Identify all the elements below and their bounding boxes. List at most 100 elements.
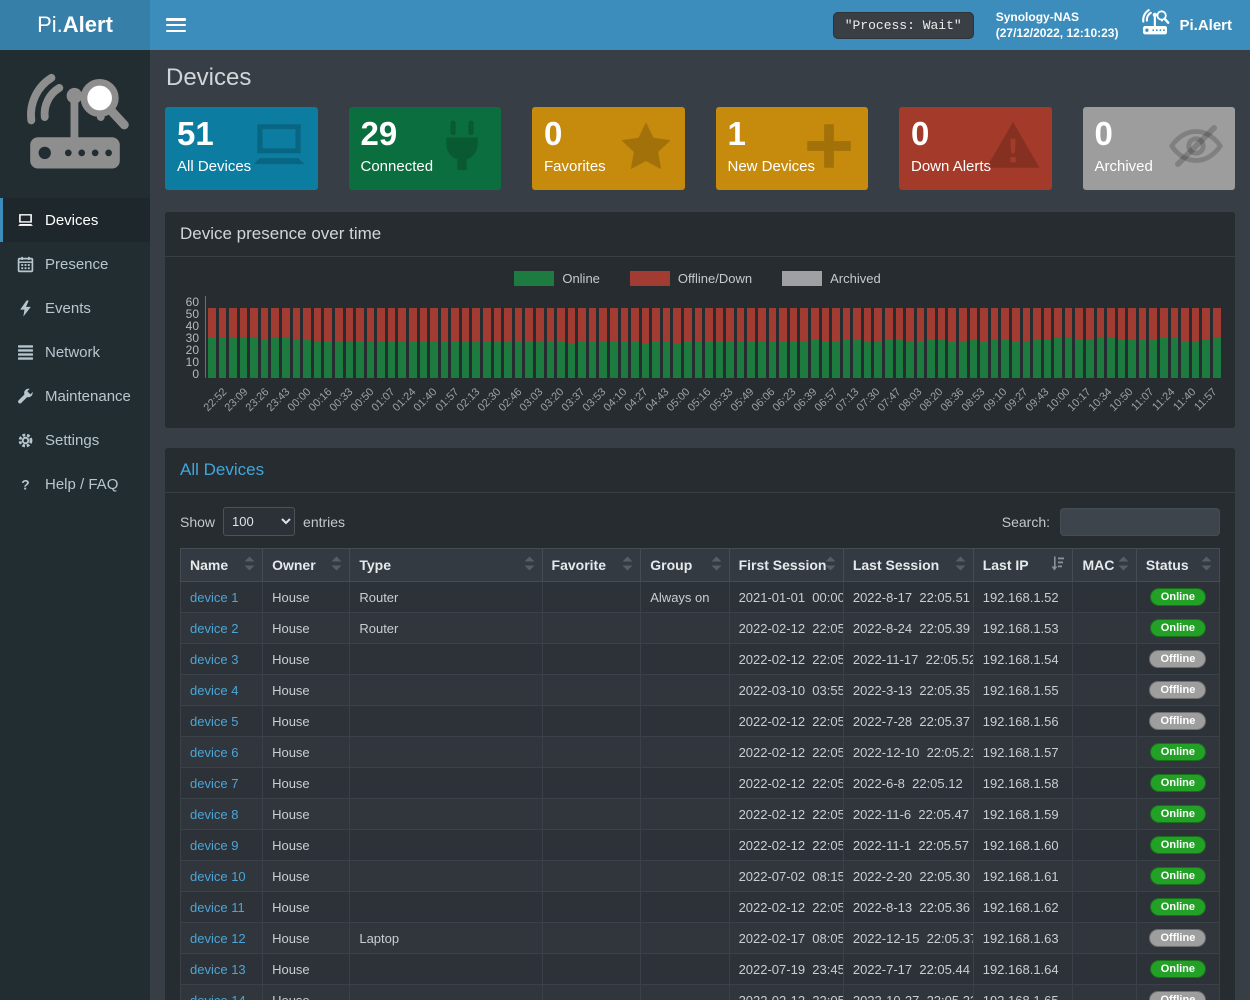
sort-icon	[955, 556, 966, 574]
cell-last-ip: 192.168.1.64	[972, 953, 1074, 985]
stacked-bar	[1001, 308, 1009, 378]
column-header-last-session[interactable]: Last Session	[842, 548, 974, 582]
column-header-type[interactable]: Type	[349, 548, 543, 582]
device-link[interactable]: device 1	[190, 589, 239, 605]
column-header-first-session[interactable]: First Session	[728, 548, 844, 582]
stacked-bar	[345, 308, 354, 378]
cell-last-ip: 192.168.1.59	[972, 798, 1074, 830]
sidebar-item-presence[interactable]: Presence	[0, 242, 150, 286]
sidebar-item-maintenance[interactable]: Maintenance	[0, 374, 150, 418]
cell-owner: House	[262, 891, 351, 923]
column-header-last-ip[interactable]: Last IP	[972, 548, 1074, 582]
stacked-bar	[1064, 308, 1073, 378]
cell-group	[640, 767, 730, 799]
column-label: Status	[1145, 557, 1189, 573]
device-link[interactable]: device 4	[190, 682, 239, 698]
cell-first-session: 2022-02-12 22:05	[728, 643, 844, 675]
status-badge: Online	[1149, 619, 1207, 637]
sidebar-item-help-faq[interactable]: ? Help / FAQ	[0, 462, 150, 506]
column-label: Favorite	[551, 557, 607, 573]
stacked-bar	[483, 308, 491, 378]
device-link[interactable]: device 7	[190, 775, 239, 791]
stacked-bar	[673, 308, 682, 378]
card-connected[interactable]: 29 Connected	[348, 107, 501, 190]
column-label: Last IP	[982, 557, 1029, 573]
stacked-bar	[419, 308, 428, 378]
cell-favorite	[541, 767, 642, 799]
stacked-bar	[927, 308, 935, 378]
table-row: device 1 House Router Always on 2021-01-01 0…	[179, 581, 1221, 613]
cell-last-session: 2022-11-17 22:05.52	[842, 643, 974, 675]
laptop-icon	[250, 117, 308, 175]
app-logo[interactable]: Pi. Alert	[0, 0, 150, 50]
table-row: device 2 House Router 2022-02-12 22:05 2022-…	[179, 612, 1221, 644]
search-input[interactable]	[1060, 507, 1220, 536]
sort-icon	[711, 556, 722, 574]
column-header-favorite[interactable]: Favorite	[541, 548, 642, 582]
device-link[interactable]: device 5	[190, 713, 239, 729]
main-content: Devices 51 All Devices 29 Connected 0 Favorit…	[150, 50, 1250, 1000]
nav-brand[interactable]: Pi.Alert	[1140, 8, 1232, 42]
device-link[interactable]: device 14	[190, 992, 246, 1000]
card-new-devices[interactable]: 1 New Devices	[715, 107, 868, 190]
table-row: device 4 House 2022-03-10 03:55 2022-3-13 2…	[179, 674, 1221, 706]
card-value: 29	[360, 115, 398, 152]
device-link[interactable]: device 6	[190, 744, 239, 760]
device-link[interactable]: device 12	[190, 930, 246, 946]
column-header-name[interactable]: Name	[179, 548, 264, 582]
cell-owner: House	[262, 705, 351, 737]
sort-active-icon	[1051, 556, 1065, 574]
sidebar-item-network[interactable]: Network	[0, 330, 150, 374]
column-header-status[interactable]: Status	[1135, 548, 1221, 582]
column-header-mac[interactable]: MAC	[1072, 548, 1137, 582]
card-archived[interactable]: 0 Archived	[1082, 107, 1235, 190]
stacked-bar	[1160, 308, 1168, 378]
cell-group	[640, 829, 730, 861]
cell-last-ip: 192.168.1.61	[972, 860, 1074, 892]
cell-first-session: 2022-02-12 22:05	[728, 767, 844, 799]
device-link[interactable]: device 10	[190, 868, 246, 884]
device-link[interactable]: device 8	[190, 806, 239, 822]
stacked-bar	[1085, 308, 1094, 378]
cell-favorite	[541, 736, 642, 768]
chart-y-axis: 60 50 40 30 20 10 0	[175, 296, 205, 380]
stacked-bar	[652, 308, 660, 378]
cell-mac	[1072, 643, 1137, 675]
device-link[interactable]: device 9	[190, 837, 239, 853]
stacked-bar	[1107, 308, 1115, 378]
sort-icon	[1118, 556, 1129, 574]
device-link[interactable]: device 3	[190, 651, 239, 667]
stacked-bar	[874, 308, 882, 378]
card-all-devices[interactable]: 51 All Devices	[165, 107, 318, 190]
sidebar-toggle-icon[interactable]	[166, 18, 186, 32]
stacked-bar	[567, 308, 576, 378]
card-down-alerts[interactable]: 0 Down Alerts	[899, 107, 1052, 190]
table-row: device 12 House Laptop 2022-02-17 08:05 2022…	[179, 922, 1221, 954]
sidebar-item-devices[interactable]: Devices	[0, 198, 150, 242]
cell-type: Router	[349, 612, 543, 644]
column-header-owner[interactable]: Owner	[262, 548, 351, 582]
status-badge: Online	[1149, 805, 1207, 823]
device-link[interactable]: device 2	[190, 620, 239, 636]
cell-name: device 6	[179, 736, 264, 768]
table-row: device 5 House 2022-02-12 22:05 2022-7-28 2…	[179, 705, 1221, 737]
entries-select[interactable]: 100	[223, 507, 296, 536]
cell-first-session: 2022-02-12 22:05	[728, 736, 844, 768]
device-link[interactable]: device 11	[190, 899, 245, 915]
column-header-group[interactable]: Group	[640, 548, 730, 582]
cell-favorite	[541, 953, 642, 985]
sort-icon	[244, 556, 255, 574]
cell-mac	[1072, 953, 1137, 985]
device-link[interactable]: device 13	[190, 961, 246, 977]
search-label: Search:	[1001, 513, 1050, 530]
status-badge: Offline	[1149, 991, 1207, 1000]
stacked-bar	[398, 308, 406, 378]
stacked-bar	[356, 308, 364, 378]
stacked-bar	[821, 308, 830, 378]
sidebar-item-events[interactable]: Events	[0, 286, 150, 330]
sidebar-item-settings[interactable]: Settings	[0, 418, 150, 462]
cell-mac	[1072, 705, 1137, 737]
cell-type	[349, 891, 543, 923]
card-favorites[interactable]: 0 Favorites	[532, 107, 685, 190]
cell-mac	[1072, 984, 1137, 1000]
